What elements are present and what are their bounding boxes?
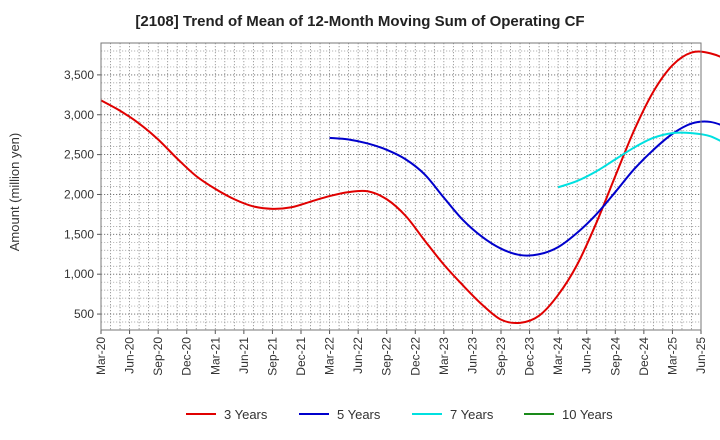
y-tick-label: 500 (74, 307, 94, 321)
x-tick-label: Mar-22 (323, 337, 337, 375)
x-tick-label: Mar-20 (94, 337, 108, 375)
y-tick-label: 3,000 (64, 108, 94, 122)
chart-title: [2108] Trend of Mean of 12-Month Moving … (135, 13, 584, 30)
x-tick-label: Jun-21 (237, 337, 251, 374)
x-tick-label: Dec-20 (180, 337, 194, 376)
x-tick-label: Sep-22 (380, 337, 394, 376)
series-line-3-years (100, 50, 720, 325)
legend-label-5-years: 5 Years (337, 407, 381, 422)
x-tick-label: Dec-21 (294, 337, 308, 376)
x-tick-label: Sep-23 (494, 337, 508, 376)
legend-label-3-years: 3 Years (224, 407, 268, 422)
x-tick-label: Mar-23 (437, 337, 451, 375)
x-tick-label: Sep-24 (608, 337, 622, 376)
legend-label-10-years: 10 Years (562, 407, 613, 422)
x-tick-label: Mar-21 (208, 337, 222, 375)
x-tick-label: Sep-20 (151, 337, 165, 376)
x-tick-label: Jun-25 (694, 337, 708, 374)
x-axis-ticks: Mar-20 Jun-20 Sep-20 Dec-20 Mar-21 Jun-21 Sep-… (94, 330, 708, 376)
x-tick-label: Dec-22 (408, 337, 422, 376)
y-tick-label: 2,500 (64, 148, 94, 162)
series-line-7-years (557, 131, 720, 189)
y-tick-label: 1,500 (64, 227, 94, 241)
x-tick-label: Jun-23 (465, 337, 479, 374)
x-tick-label: Jun-24 (580, 337, 594, 374)
y-axis-label: Amount (million yen) (7, 133, 22, 252)
y-tick-label: 2,000 (64, 187, 94, 201)
x-tick-label: Jun-20 (123, 337, 137, 374)
x-tick-label: Mar-24 (551, 337, 565, 375)
x-tick-label: Mar-25 (665, 337, 679, 375)
x-tick-label: Jun-22 (351, 337, 365, 374)
plot-area-frame (100, 42, 702, 331)
series-line-5-years (329, 120, 720, 257)
legend-label-7-years: 7 Years (450, 407, 494, 422)
legend: 3 Years 5 Years 7 Years 10 Years (186, 407, 613, 422)
y-tick-label: 3,500 (64, 68, 94, 82)
grid-lines (101, 43, 701, 330)
x-tick-label: Dec-23 (523, 337, 537, 376)
x-tick-label: Dec-24 (637, 337, 651, 376)
y-axis-ticks: 500 1,000 1,500 2,000 2,500 3,000 3,500 (64, 68, 101, 321)
y-tick-label: 1,000 (64, 267, 94, 281)
x-tick-label: Sep-21 (265, 337, 279, 376)
